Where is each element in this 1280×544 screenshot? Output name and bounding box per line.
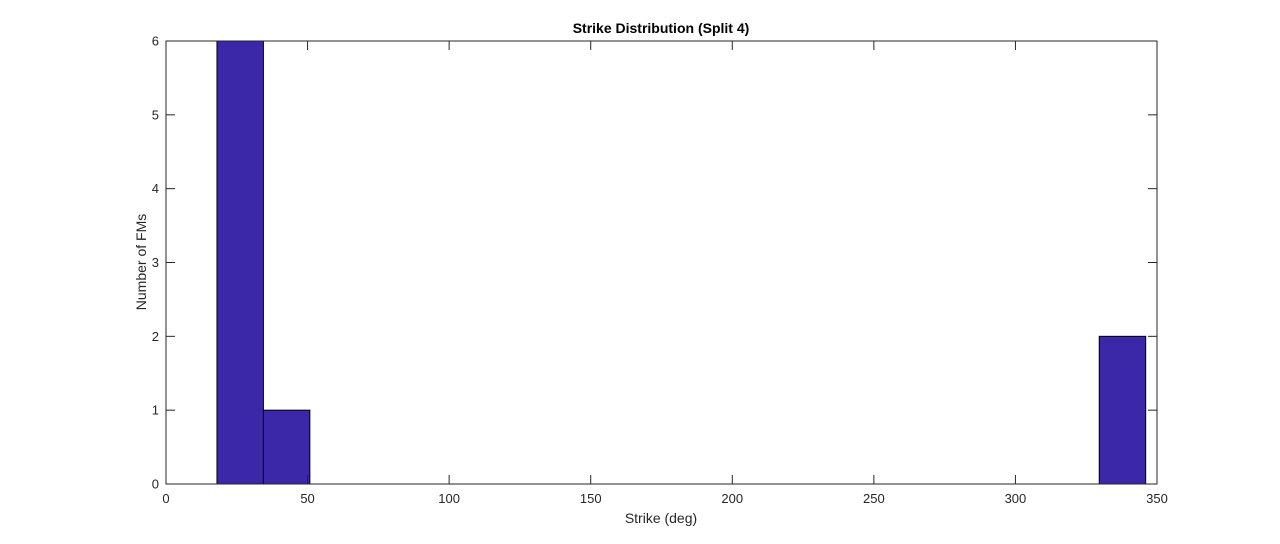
tick-labels-group: 0 50 100 150 200 250 300 350 0 1 2 3 4 5 6 <box>152 34 1168 507</box>
x-tick-label-2: 100 <box>438 491 460 506</box>
y-tick-label-1: 1 <box>152 403 159 418</box>
y-tick-label-3: 3 <box>152 255 159 270</box>
histogram-bar-1 <box>262 409 311 485</box>
x-tick-label-3: 150 <box>580 491 602 506</box>
plot-frame <box>165 40 1158 485</box>
chart-title: Strike Distribution (Split 4) <box>573 20 750 36</box>
y-axis-label: Number of FMs <box>133 214 149 310</box>
x-tick-label-6: 300 <box>1005 491 1027 506</box>
x-tick-label-5: 250 <box>863 491 885 506</box>
y-tick-label-2: 2 <box>152 329 159 344</box>
x-tick-label-0: 0 <box>162 491 169 506</box>
x-axis-label: Strike (deg) <box>625 510 697 526</box>
y-tick-label-5: 5 <box>152 107 159 122</box>
histogram-bar-0 <box>216 40 264 485</box>
y-tick-label-0: 0 <box>152 477 159 492</box>
y-tick-label-6: 6 <box>152 34 159 49</box>
x-tick-label-7: 350 <box>1146 491 1168 506</box>
ticks-group <box>165 40 1158 485</box>
x-tick-label-1: 50 <box>300 491 314 506</box>
y-tick-label-4: 4 <box>152 181 159 196</box>
bars-group <box>216 40 1147 485</box>
histogram-bar-19 <box>1098 335 1147 485</box>
x-tick-label-4: 200 <box>721 491 743 506</box>
